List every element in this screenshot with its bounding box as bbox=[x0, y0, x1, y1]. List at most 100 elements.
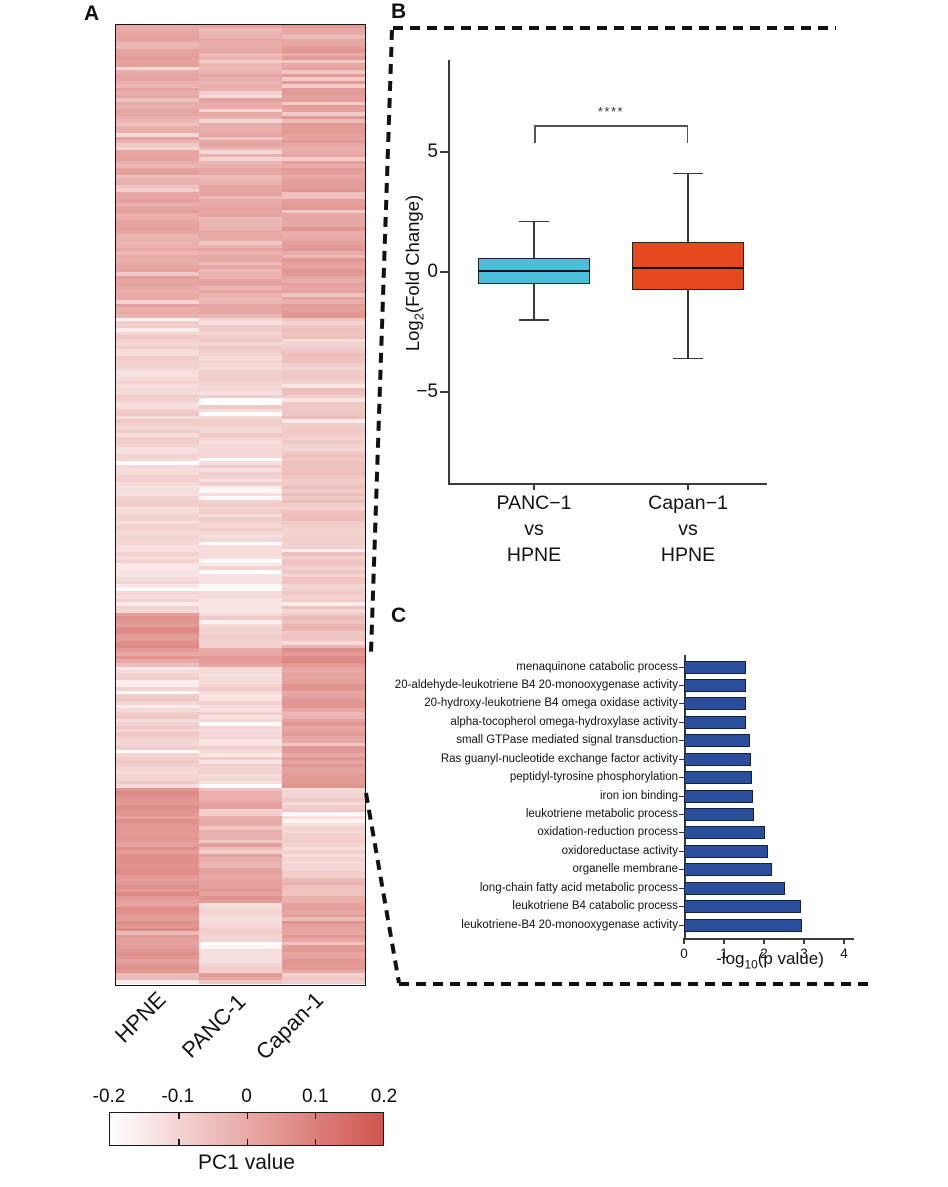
heatmap-cell bbox=[116, 314, 199, 318]
heatmap-row bbox=[116, 670, 365, 674]
heatmap-cell bbox=[116, 443, 199, 448]
heatmap-cell bbox=[116, 80, 199, 85]
heatmap-row bbox=[116, 910, 365, 914]
heatmap-cell bbox=[116, 718, 199, 723]
heatmap-cell bbox=[282, 609, 365, 613]
heatmap-row bbox=[116, 857, 365, 861]
heatmap-row bbox=[116, 524, 365, 528]
heatmap-row bbox=[116, 687, 365, 691]
whisker-cap-top bbox=[673, 172, 703, 175]
bar-category-label: leukotriene B4 catabolic process bbox=[512, 900, 678, 913]
y-tick-label: 5 bbox=[427, 141, 438, 162]
heatmap-row bbox=[116, 261, 365, 266]
heatmap-row bbox=[116, 843, 365, 847]
heatmap-cell bbox=[282, 711, 365, 716]
heatmap-cell bbox=[282, 651, 365, 656]
heatmap-cell bbox=[116, 447, 199, 451]
heatmap-cell bbox=[116, 261, 199, 266]
heatmap-cell bbox=[199, 478, 282, 483]
heatmap-cell bbox=[116, 202, 199, 207]
heatmap-cell bbox=[282, 220, 365, 224]
bar-category-label: Ras guanyl-nucleotide exchange factor ac… bbox=[440, 752, 678, 765]
heatmap-cell bbox=[116, 87, 199, 92]
heatmap-cell bbox=[199, 777, 282, 781]
heatmap-row bbox=[116, 763, 365, 768]
heatmap-row bbox=[116, 324, 365, 329]
heatmap-cell bbox=[199, 157, 282, 161]
heatmap-cell bbox=[199, 398, 282, 402]
heatmap-row bbox=[116, 143, 365, 147]
heatmap-row bbox=[116, 623, 365, 628]
heatmap-cell bbox=[116, 846, 199, 851]
heatmap-cell bbox=[199, 63, 282, 67]
panel-b-label: B bbox=[391, 0, 407, 23]
heatmap-cell bbox=[116, 587, 199, 592]
heatmap-cell bbox=[116, 468, 199, 472]
whisker-cap-top bbox=[519, 220, 549, 223]
heatmap-cell bbox=[282, 199, 365, 203]
heatmap-cell bbox=[116, 962, 199, 967]
heatmap-cell bbox=[199, 363, 282, 367]
heatmap-cell bbox=[116, 195, 199, 200]
heatmap-cell bbox=[199, 119, 282, 123]
heatmap-cell bbox=[199, 387, 282, 392]
heatmap-row bbox=[116, 230, 365, 235]
heatmap-cell bbox=[199, 356, 282, 360]
heatmap-cell bbox=[116, 756, 199, 761]
heatmap-cell bbox=[282, 237, 365, 242]
heatmap-cell bbox=[199, 286, 282, 290]
heatmap-cell bbox=[116, 328, 199, 332]
heatmap-cell bbox=[282, 787, 365, 792]
heatmap-cell bbox=[116, 307, 199, 311]
heatmap-cell bbox=[116, 475, 199, 479]
heatmap-cell bbox=[116, 412, 199, 416]
colorbar-gradient bbox=[109, 1112, 384, 1146]
heatmap-cell bbox=[199, 973, 282, 977]
heatmap-cell bbox=[116, 791, 199, 795]
heatmap-cell bbox=[116, 105, 199, 109]
median-line bbox=[632, 267, 744, 270]
heatmap-cell bbox=[116, 584, 199, 588]
bar bbox=[684, 789, 754, 803]
heatmap-cell bbox=[199, 531, 282, 535]
heatmap-cell bbox=[199, 718, 282, 723]
heatmap-row bbox=[116, 42, 365, 46]
heatmap-cell bbox=[282, 641, 365, 645]
heatmap-cell bbox=[116, 248, 199, 252]
heatmap-row bbox=[116, 708, 365, 712]
heatmap-cell bbox=[282, 70, 365, 74]
heatmap-row bbox=[116, 98, 365, 102]
heatmap-cell bbox=[199, 534, 282, 539]
heatmap-row bbox=[116, 133, 365, 137]
heatmap-row bbox=[116, 28, 365, 32]
heatmap-cell bbox=[116, 25, 199, 29]
heatmap-cell bbox=[282, 478, 365, 483]
heatmap-row bbox=[116, 150, 365, 154]
heatmap-cell bbox=[282, 345, 365, 350]
heatmap-cell bbox=[199, 892, 282, 896]
heatmap-cell bbox=[116, 359, 199, 364]
heatmap-cell bbox=[282, 447, 365, 451]
heatmap-cell bbox=[199, 605, 282, 610]
heatmap-cell bbox=[282, 94, 365, 99]
heatmap-cell bbox=[282, 704, 365, 709]
heatmap-row bbox=[116, 25, 365, 29]
heatmap-cell bbox=[282, 91, 365, 95]
heatmap-row bbox=[116, 927, 365, 932]
bar-category-tick bbox=[679, 850, 684, 852]
heatmap-cell bbox=[116, 819, 199, 823]
heatmap-cell bbox=[116, 237, 199, 242]
heatmap-cell bbox=[199, 391, 282, 395]
heatmap-cell bbox=[116, 489, 199, 493]
heatmap-cell bbox=[282, 794, 365, 799]
heatmap-cell bbox=[282, 296, 365, 301]
heatmap-row bbox=[116, 317, 365, 322]
heatmap-cell bbox=[199, 680, 282, 684]
heatmap-cell bbox=[282, 419, 365, 423]
heatmap-cell bbox=[199, 272, 282, 276]
bar bbox=[684, 918, 802, 932]
heatmap-cell bbox=[116, 366, 199, 371]
heatmap-cell bbox=[199, 584, 282, 588]
group-label-line: PANC−1 bbox=[496, 492, 572, 514]
heatmap-cell bbox=[282, 384, 365, 388]
